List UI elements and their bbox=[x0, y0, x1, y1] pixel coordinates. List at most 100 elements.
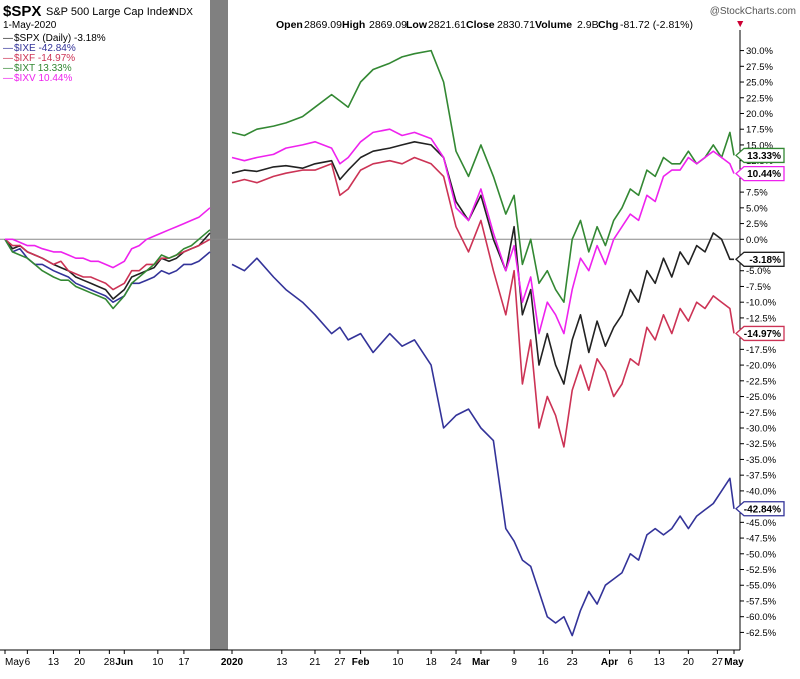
y-tick-label: 22.5% bbox=[746, 93, 773, 104]
x-tick-label: 10 bbox=[392, 657, 404, 668]
end-tag-label: 10.44% bbox=[747, 169, 781, 180]
legend-label: $IXE -42.84% bbox=[14, 43, 76, 54]
x-tick-label: 21 bbox=[309, 657, 321, 668]
x-tick-label: Apr bbox=[601, 657, 618, 668]
x-tick-label: May bbox=[5, 657, 24, 668]
panel-gap-divider bbox=[210, 0, 228, 650]
legend-label: $SPX (Daily) -3.18% bbox=[14, 33, 106, 44]
y-tick-label: 27.5% bbox=[746, 62, 773, 73]
y-tick-label: 2.5% bbox=[746, 219, 768, 230]
close-label: Close bbox=[466, 19, 495, 31]
y-tick-label: -40.0% bbox=[746, 486, 777, 497]
legend-marker: — bbox=[3, 53, 13, 64]
y-tick-label: -35.0% bbox=[746, 455, 777, 466]
x-tick-label: 2020 bbox=[221, 657, 244, 668]
end-tag-label: 13.33% bbox=[747, 151, 781, 162]
chg-label: Chg bbox=[598, 19, 618, 31]
y-tick-label: -27.5% bbox=[746, 408, 777, 419]
x-tick-label: 10 bbox=[152, 657, 164, 668]
end-tag-box bbox=[735, 501, 785, 517]
chg-down-arrow-icon: ▼ bbox=[735, 18, 745, 30]
x-tick-label: 23 bbox=[567, 657, 579, 668]
y-tick-label: 17.5% bbox=[746, 125, 773, 136]
chart-date: 1-May-2020 bbox=[3, 20, 57, 31]
x-tick-label: 16 bbox=[538, 657, 550, 668]
end-value-tag: -42.84% bbox=[735, 501, 785, 517]
y-tick-label: -60.0% bbox=[746, 612, 777, 623]
legend-item: — $SPX (Daily) -3.18% bbox=[3, 33, 106, 44]
legend-marker: — bbox=[3, 33, 13, 44]
volume-value: 2.9B bbox=[577, 19, 599, 31]
end-value-tag: -3.18% bbox=[735, 251, 785, 267]
high-label: High bbox=[342, 19, 365, 31]
copyright-text: @StockCharts.com bbox=[710, 6, 796, 17]
end-tag-label: -14.97% bbox=[744, 329, 781, 340]
legend-item: — $IXT 13.33% bbox=[3, 63, 72, 74]
y-tick-label: -32.5% bbox=[746, 439, 777, 450]
series-line-0-1 bbox=[4, 238, 211, 304]
y-tick-label: -45.0% bbox=[746, 518, 777, 529]
x-tick-label: 13 bbox=[654, 657, 666, 668]
end-tag-box bbox=[735, 325, 785, 342]
y-tick-label: 5.0% bbox=[746, 203, 768, 214]
volume-label: Volume bbox=[535, 19, 572, 31]
series-line-0-3 bbox=[4, 229, 211, 310]
end-tag-label: -3.18% bbox=[749, 255, 781, 266]
x-tick-label: 6 bbox=[25, 657, 31, 668]
y-tick-label: -10.0% bbox=[746, 298, 777, 309]
chg-value: -81.72 (-2.81%) bbox=[620, 19, 693, 31]
x-tick-label: 20 bbox=[74, 657, 86, 668]
y-tick-label: 20.0% bbox=[746, 109, 773, 120]
x-tick-label: 18 bbox=[426, 657, 438, 668]
x-tick-label: 27 bbox=[712, 657, 724, 668]
legend-item: — $IXE -42.84% bbox=[3, 43, 76, 54]
x-tick-label: May bbox=[724, 657, 744, 668]
x-tick-label: 17 bbox=[178, 657, 190, 668]
series-line-1-4 bbox=[231, 128, 735, 335]
legend-label: $IXV 10.44% bbox=[14, 73, 72, 84]
y-tick-label: 0.0% bbox=[746, 235, 768, 246]
y-tick-label: -30.0% bbox=[746, 423, 777, 434]
series-line-1-0 bbox=[231, 141, 734, 385]
x-tick-label: 13 bbox=[276, 657, 288, 668]
legend-marker: — bbox=[3, 43, 13, 54]
low-label: Low bbox=[406, 19, 428, 31]
end-tag-box bbox=[735, 165, 785, 182]
legend-label: $IXT 13.33% bbox=[14, 63, 72, 74]
series-line-1-2 bbox=[231, 156, 735, 448]
y-tick-label: -22.5% bbox=[746, 376, 777, 387]
close-value: 2830.71 bbox=[497, 19, 535, 31]
end-value-tag: 13.33% bbox=[735, 147, 785, 164]
legend-marker: — bbox=[3, 63, 13, 74]
y-tick-label: -50.0% bbox=[746, 549, 777, 560]
y-tick-label: 30.0% bbox=[746, 46, 773, 57]
x-tick-label: Jun bbox=[115, 657, 133, 668]
y-tick-label: -25.0% bbox=[746, 392, 777, 403]
x-tick-label: 6 bbox=[627, 657, 633, 668]
y-tick-label: -5.0% bbox=[746, 266, 771, 277]
symbol-title: $SPX bbox=[3, 3, 41, 20]
y-tick-label: -57.5% bbox=[746, 596, 777, 607]
x-tick-label: 20 bbox=[683, 657, 695, 668]
y-tick-label: -12.5% bbox=[746, 313, 777, 324]
ohlc-bar: Open 2869.09 High 2869.09 Low 2821.61 Cl… bbox=[276, 18, 745, 31]
x-tick-label: 24 bbox=[450, 657, 462, 668]
legend-marker: — bbox=[3, 73, 13, 84]
y-tick-label: -47.5% bbox=[746, 534, 777, 545]
y-tick-label: 15.0% bbox=[746, 140, 773, 151]
y-tick-label: -52.5% bbox=[746, 565, 777, 576]
end-tag-label: -42.84% bbox=[744, 504, 781, 515]
y-tick-label: -20.0% bbox=[746, 361, 777, 372]
y-tick-label: 25.0% bbox=[746, 78, 773, 89]
end-value-tag: 10.44% bbox=[735, 165, 785, 182]
high-value: 2869.09 bbox=[369, 19, 407, 31]
x-tick-label: Mar bbox=[472, 657, 490, 668]
open-value: 2869.09 bbox=[304, 19, 342, 31]
y-tick-label: -37.5% bbox=[746, 471, 777, 482]
x-tick-label: 27 bbox=[334, 657, 346, 668]
y-tick-label: 7.5% bbox=[746, 188, 768, 199]
exchange-label: INDX bbox=[169, 7, 193, 18]
low-value: 2821.61 bbox=[428, 19, 466, 31]
